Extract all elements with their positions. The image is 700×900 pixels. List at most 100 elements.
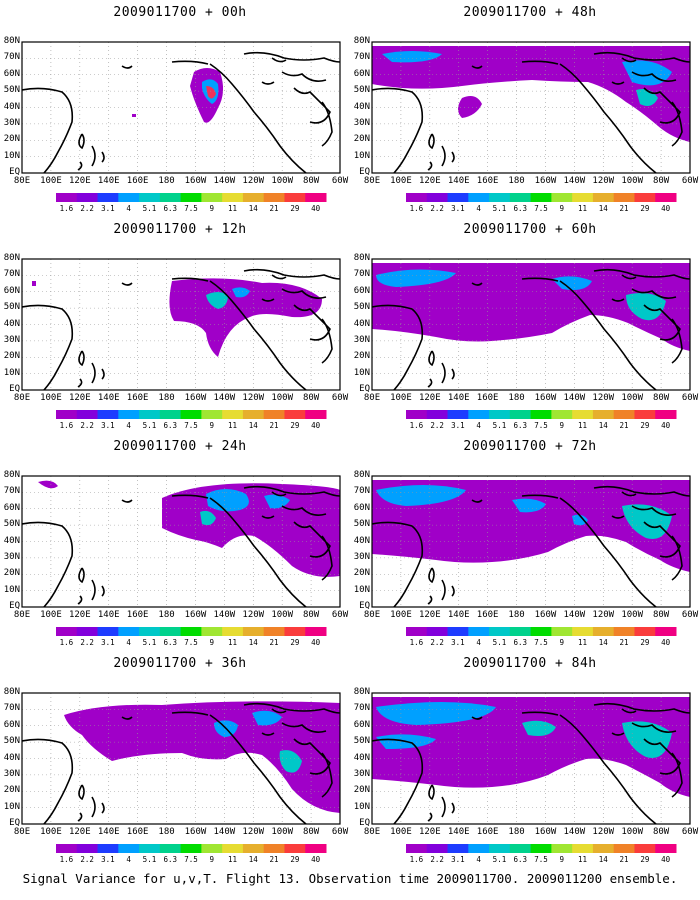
x-tick-label: 100E	[390, 827, 412, 837]
colorbar-swatch	[201, 627, 223, 636]
x-tick-label: 120E	[68, 393, 91, 403]
y-tick-label: 50N	[3, 519, 20, 530]
colorbar-label: 40	[661, 204, 671, 213]
colorbar-swatch	[305, 844, 327, 853]
variance-region	[372, 480, 690, 572]
y-tick-label: 70N	[353, 52, 370, 63]
colorbar-swatch	[489, 193, 511, 202]
colorbar-label: 29	[640, 638, 650, 647]
colorbar-label: 11	[578, 855, 588, 864]
y-tick-label: 10N	[353, 584, 370, 595]
colorbar-swatch	[447, 193, 469, 202]
x-tick-label: 140W	[563, 176, 586, 186]
y-tick-label: 80N	[3, 253, 20, 263]
panel-title: 2009011700 + 00h	[113, 5, 247, 20]
colorbar-swatch	[489, 410, 511, 419]
x-tick-label: 120W	[242, 393, 265, 403]
colorbar-label: 7.5	[534, 855, 548, 864]
colorbar-swatch	[613, 844, 635, 853]
y-tick-label: 20N	[353, 785, 370, 796]
y-tick-label: 60N	[353, 285, 370, 296]
panel-title: 2009011700 + 12h	[113, 222, 247, 237]
y-tick-label: 40N	[3, 101, 20, 112]
map-svg	[371, 692, 691, 853]
colorbar-label: 14	[248, 638, 258, 647]
variance-region	[264, 494, 290, 509]
colorbar-swatch	[530, 627, 552, 636]
colorbar-swatch	[305, 627, 327, 636]
variance-region	[572, 514, 588, 526]
colorbar-label: 11	[228, 855, 238, 864]
x-tick-label: 120W	[592, 610, 615, 620]
map-panel: 2009011700 + 84h 80N 70N 60N 50N 40N 30N 20N 10N…	[354, 656, 700, 871]
panel-title: 2009011700 + 24h	[113, 439, 247, 454]
x-tick-label: 140E	[97, 610, 120, 620]
colorbar-swatch	[263, 627, 285, 636]
variance-region	[279, 750, 302, 773]
colorbar-swatch	[509, 844, 532, 853]
x-tick-label: 80E	[13, 827, 31, 837]
x-tick-label: 80W	[652, 176, 670, 186]
colorbar-swatch	[634, 410, 656, 419]
y-tick-label: 40N	[3, 752, 20, 763]
x-tick-label: 140W	[563, 393, 586, 403]
colorbar-swatch	[97, 844, 119, 853]
y-tick-label: 70N	[353, 486, 370, 497]
map-panel: 2009011700 + 24h 80N 70N 60N 50N 40N 30N 20N 10N…	[4, 439, 350, 654]
colorbar-swatch	[592, 410, 615, 419]
colorbar-swatch	[447, 844, 469, 853]
x-tick-label: 80W	[302, 610, 320, 620]
y-tick-label: 70N	[3, 703, 20, 714]
y-tick-label: 20N	[353, 134, 370, 145]
colorbar-label: 14	[598, 421, 608, 430]
x-tick-label: 180	[508, 393, 525, 403]
colorbar-label: 14	[248, 855, 258, 864]
x-tick-label: 160W	[534, 393, 557, 403]
colorbar-label: 14	[598, 855, 608, 864]
y-tick-label: 80N	[353, 470, 370, 480]
colorbar-label: 7.5	[534, 638, 548, 647]
colorbar-swatch	[406, 627, 428, 636]
colorbar-label: 29	[640, 421, 650, 430]
x-tick-label: 80E	[363, 393, 381, 403]
x-tick-label: 60W	[331, 827, 349, 837]
x-tick-label: 140E	[447, 176, 470, 186]
x-tick-label: 100W	[271, 827, 294, 837]
y-tick-label: 20N	[3, 351, 20, 362]
colorbar-label: 4	[126, 638, 131, 647]
map-panel: 2009011700 + 72h 80N 70N 60N 50N 40N 30N 20N 10N…	[354, 439, 700, 654]
colorbar-label: 7.5	[184, 421, 198, 430]
colorbar-label: 1.6	[409, 204, 424, 213]
colorbar-label: 21	[619, 204, 629, 213]
y-tick-label: 30N	[3, 768, 20, 779]
colorbar-label: 6.3	[513, 638, 527, 647]
colorbar-swatch	[509, 193, 532, 202]
x-tick-label: 60W	[681, 176, 699, 186]
y-tick-label: 60N	[353, 502, 370, 513]
colorbar-label: 2.2	[430, 638, 444, 647]
colorbar-label: 4	[476, 421, 481, 430]
colorbar-swatch	[572, 627, 594, 636]
x-tick-label: 160W	[534, 610, 557, 620]
colorbar-swatch	[406, 193, 428, 202]
colorbar-label: 29	[640, 855, 650, 864]
colorbar-label: 14	[248, 421, 258, 430]
x-tick-label: 80W	[302, 827, 320, 837]
x-tick-label: 100E	[40, 393, 62, 403]
colorbar-swatch	[56, 844, 78, 853]
colorbar-label: 29	[290, 855, 300, 864]
colorbar-label: 2.2	[80, 638, 94, 647]
colorbar-label: 5.1	[492, 421, 507, 430]
colorbar-swatch	[634, 193, 656, 202]
x-tick-label: 160E	[476, 176, 499, 186]
colorbar-swatch	[530, 844, 552, 853]
y-tick-label: 40N	[3, 535, 20, 546]
variance-region	[376, 485, 466, 506]
x-tick-label: 140W	[213, 827, 236, 837]
colorbar-swatch	[56, 627, 78, 636]
x-tick-label: 120W	[242, 827, 265, 837]
colorbar-swatch	[592, 844, 615, 853]
colorbar-label: 4	[126, 421, 131, 430]
coastline	[372, 268, 690, 390]
map-svg	[21, 692, 341, 853]
